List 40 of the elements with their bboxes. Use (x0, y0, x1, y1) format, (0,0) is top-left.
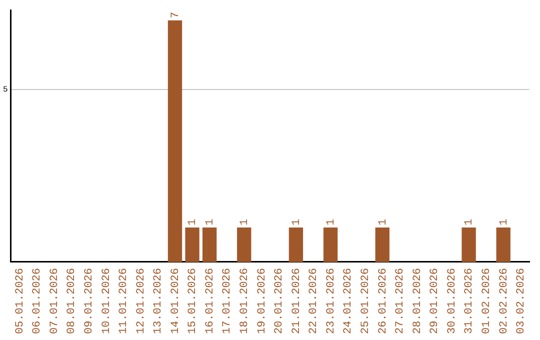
x-tick-label: 20.01.2026 (274, 268, 286, 334)
data-label: 1 (204, 218, 216, 226)
x-tick-label: 11.01.2026 (118, 268, 130, 334)
x-tick-label: 21.01.2026 (290, 268, 303, 334)
x-tick-label: 12.01.2026 (135, 268, 148, 334)
x-tick-label: 18.01.2026 (239, 268, 252, 334)
data-label: 1 (290, 218, 303, 226)
x-tick-label: 19.01.2026 (256, 268, 268, 334)
x-tick-label: 31.01.2026 (464, 268, 476, 334)
x-tick-label: 17.01.2026 (222, 268, 234, 334)
data-label: 1 (464, 218, 476, 226)
x-tick-label: 08.01.2026 (66, 268, 78, 334)
x-tick-label: 28.01.2026 (412, 268, 424, 334)
x-tick-label: 06.01.2026 (32, 268, 44, 334)
data-label: 1 (498, 218, 510, 226)
x-tick-label: 10.01.2026 (100, 268, 113, 334)
x-tick-label: 25.01.2026 (360, 268, 372, 334)
x-tick-label: 09.01.2026 (83, 268, 96, 334)
x-tick-label: 13.01.2026 (152, 268, 165, 334)
x-tick-label: 14.01.2026 (170, 268, 182, 334)
x-tick-label: 15.01.2026 (187, 268, 200, 334)
x-tick-label: 07.01.2026 (48, 268, 61, 334)
data-label: 1 (325, 218, 338, 226)
x-tick-label: 27.01.2026 (394, 268, 407, 334)
y-tick-label: 5 (2, 86, 8, 95)
x-tick-label: 22.01.2026 (308, 268, 320, 334)
x-tick-label: 29.01.2026 (429, 268, 442, 334)
x-tick-label: 24.01.2026 (342, 268, 355, 334)
data-label: 1 (239, 218, 252, 226)
x-tick-label: 01.02.2026 (480, 268, 493, 334)
x-tick-label: 03.02.2026 (516, 268, 528, 334)
data-label: 1 (187, 218, 200, 226)
x-tick-label: 30.01.2026 (446, 268, 458, 334)
x-tick-label: 26.01.2026 (377, 268, 390, 334)
x-tick-label: 02.02.2026 (498, 268, 510, 334)
x-tick-label: 05.01.2026 (14, 268, 26, 334)
x-tick-label: 16.01.2026 (204, 268, 216, 334)
data-label: 1 (377, 218, 390, 226)
x-tick-label: 23.01.2026 (325, 268, 338, 334)
data-label: 7 (170, 12, 182, 18)
